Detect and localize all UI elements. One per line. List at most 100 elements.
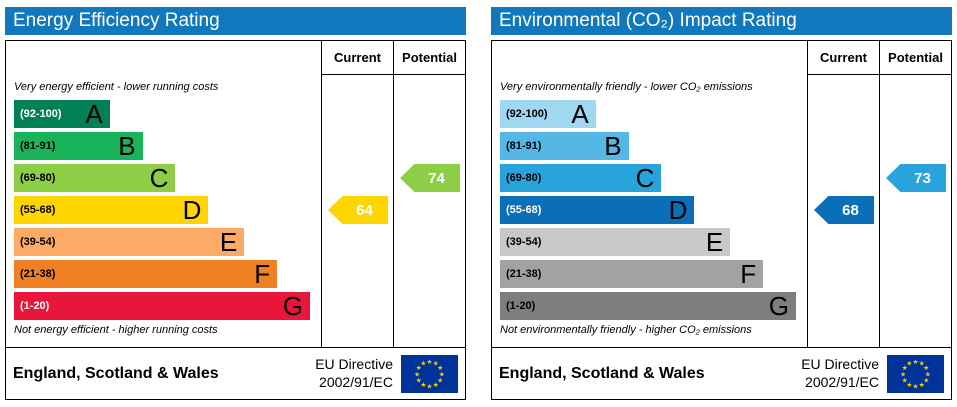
eu-directive-line1: EU Directive — [801, 356, 879, 372]
current-column-header: Current — [808, 41, 879, 75]
svg-text:★: ★ — [913, 382, 919, 390]
svg-text:★: ★ — [900, 370, 906, 378]
eu-directive-line1: EU Directive — [315, 356, 393, 372]
rating-chart-box: Very energy efficient - lower running co… — [5, 40, 466, 400]
current-rating-value: 68 — [842, 201, 859, 219]
band-c: (69-80) C — [14, 163, 176, 193]
svg-text:★: ★ — [913, 358, 919, 366]
band-range: (39-54) — [20, 236, 56, 248]
band-letter: G — [768, 291, 789, 321]
band-range: (55-68) — [20, 204, 56, 216]
svg-text:★: ★ — [919, 359, 925, 367]
svg-text:★: ★ — [923, 376, 929, 384]
band-letter: E — [219, 227, 238, 257]
band-letter: F — [254, 259, 271, 289]
band-letter: C — [635, 163, 655, 193]
band-e: (39-54) E — [500, 227, 731, 257]
svg-text:★: ★ — [906, 359, 912, 367]
region-label: England, Scotland & Wales — [13, 364, 219, 382]
panel-title: Energy Efficiency Rating — [5, 7, 466, 35]
potential-column-header: Potential — [880, 41, 951, 75]
potential-column: Potential 74 — [393, 41, 465, 347]
eu-flag-icon: ★ ★★ ★★★ ★★★ ★★★ — [401, 354, 458, 393]
band-b: (81-91) B — [500, 132, 629, 160]
footer: England, Scotland & Wales EU Directive 2… — [6, 347, 465, 399]
band-letter: E — [705, 227, 724, 257]
svg-text:★: ★ — [906, 381, 912, 389]
band-g: (1-20) G — [14, 292, 310, 320]
svg-text:★: ★ — [416, 376, 422, 384]
footer: England, Scotland & Wales EU Directive 2… — [492, 347, 951, 399]
band-f: (21-38) F — [14, 259, 278, 289]
svg-text:★: ★ — [433, 359, 439, 367]
band-c: (69-80) C — [500, 163, 662, 193]
svg-text:★: ★ — [433, 381, 439, 389]
svg-text:★: ★ — [437, 376, 443, 384]
current-column: Current 64 — [321, 41, 393, 347]
svg-text:★: ★ — [919, 381, 925, 389]
eu-directive-text: EU Directive 2002/91/EC — [801, 356, 879, 391]
band-range: (21-38) — [506, 268, 542, 280]
svg-text:★: ★ — [439, 370, 445, 378]
band-d: (55-68) D — [500, 195, 695, 225]
current-rating-arrow: 64 — [328, 196, 388, 224]
band-g: (1-20) G — [500, 292, 796, 320]
band-letter: A — [571, 99, 589, 129]
panel-title: Environmental (CO₂) Impact Rating — [491, 7, 952, 35]
epc-charts: Energy Efficiency Rating Very energy eff… — [5, 7, 952, 400]
band-letter: F — [740, 259, 757, 289]
region-label: England, Scotland & Wales — [499, 364, 705, 382]
band-a: (92-100) A — [500, 100, 596, 128]
svg-text:★: ★ — [416, 364, 422, 372]
band-letter: C — [149, 163, 169, 193]
rating-chart: Very energy efficient - lower running co… — [6, 41, 465, 347]
bands-column: Very environmentally friendly - lower CO… — [492, 41, 807, 347]
band-letter: B — [604, 131, 622, 161]
current-column-header: Current — [322, 41, 393, 75]
rating-chart-box: Very environmentally friendly - lower CO… — [491, 40, 952, 400]
svg-text:★: ★ — [923, 364, 929, 372]
eu-directive-line2: 2002/91/EC — [319, 373, 393, 390]
band-range: (92-100) — [506, 108, 548, 120]
current-rating-arrow: 68 — [814, 196, 874, 224]
band-letter: A — [85, 99, 103, 129]
potential-column: Potential 73 — [879, 41, 951, 347]
svg-text:★: ★ — [902, 376, 908, 384]
band-letter: G — [282, 291, 303, 321]
svg-text:★: ★ — [925, 370, 931, 378]
bottom-note: Not environmentally friendly - higher CO… — [500, 324, 752, 336]
top-note: Very energy efficient - lower running co… — [14, 81, 219, 93]
bottom-note: Not energy efficient - higher running co… — [14, 324, 218, 336]
band-range: (81-91) — [506, 140, 542, 152]
top-note: Very environmentally friendly - lower CO… — [500, 81, 753, 93]
svg-text:★: ★ — [420, 381, 426, 389]
band-range: (21-38) — [20, 268, 56, 280]
band-d: (55-68) D — [14, 195, 209, 225]
band-letter: D — [668, 195, 688, 225]
potential-rating-arrow: 73 — [886, 164, 946, 192]
potential-column-header: Potential — [394, 41, 465, 75]
band-range: (1-20) — [506, 300, 536, 312]
svg-text:★: ★ — [420, 359, 426, 367]
band-range: (1-20) — [20, 300, 50, 312]
band-range: (81-91) — [20, 140, 56, 152]
svg-text:★: ★ — [427, 358, 433, 366]
svg-text:★: ★ — [902, 364, 908, 372]
rating-chart: Very environmentally friendly - lower CO… — [492, 41, 951, 347]
band-letter: B — [118, 131, 136, 161]
bands-column: Very energy efficient - lower running co… — [6, 41, 321, 347]
band-f: (21-38) F — [500, 259, 764, 289]
band-range: (39-54) — [506, 236, 542, 248]
current-column: Current 68 — [807, 41, 879, 347]
eu-directive-line2: 2002/91/EC — [805, 373, 879, 390]
band-range: (69-80) — [20, 172, 56, 184]
potential-rating-value: 73 — [914, 169, 931, 187]
band-range: (69-80) — [506, 172, 542, 184]
band-b: (81-91) B — [14, 132, 143, 160]
potential-rating-value: 74 — [428, 169, 445, 187]
eu-flag-icon: ★ ★★ ★★★ ★★★ ★★★ — [887, 354, 944, 393]
band-e: (39-54) E — [14, 227, 245, 257]
band-letter: D — [182, 195, 202, 225]
eu-directive-text: EU Directive 2002/91/EC — [315, 356, 393, 391]
band-range: (55-68) — [506, 204, 542, 216]
